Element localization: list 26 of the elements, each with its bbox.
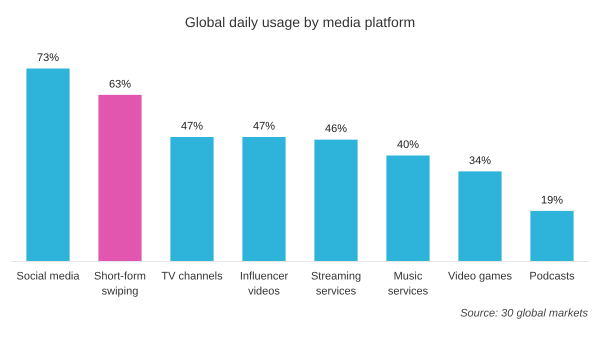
x-tick-label: Social media <box>16 270 80 282</box>
bar <box>98 94 142 261</box>
x-tick-label: Streaming services <box>310 270 362 298</box>
data-label: 73% <box>36 52 60 64</box>
x-tick-label: Video games <box>448 270 512 282</box>
bar <box>26 68 70 261</box>
data-label: 47% <box>180 120 204 133</box>
bar <box>530 210 574 261</box>
data-label: 46% <box>324 123 348 136</box>
bar <box>314 140 358 261</box>
data-label: 19% <box>540 194 564 206</box>
data-label: 47% <box>252 120 276 133</box>
x-tick-label: Podcasts <box>529 270 576 282</box>
source-note: Source: 30 global markets <box>460 308 588 320</box>
bar <box>242 137 286 261</box>
bar <box>386 156 430 261</box>
x-tick-label: Short-form swiping <box>94 270 146 298</box>
x-tick-label: Influencer videos <box>240 270 288 298</box>
data-label: 63% <box>108 78 132 90</box>
data-label: 34% <box>468 154 492 167</box>
x-tick-label: TV channels <box>161 270 224 282</box>
bar <box>458 171 502 261</box>
bar <box>170 137 214 261</box>
x-tick-label: Music services <box>388 270 429 298</box>
data-label: 40% <box>396 139 420 151</box>
chart-title: Global daily usage by media platform <box>184 14 416 30</box>
